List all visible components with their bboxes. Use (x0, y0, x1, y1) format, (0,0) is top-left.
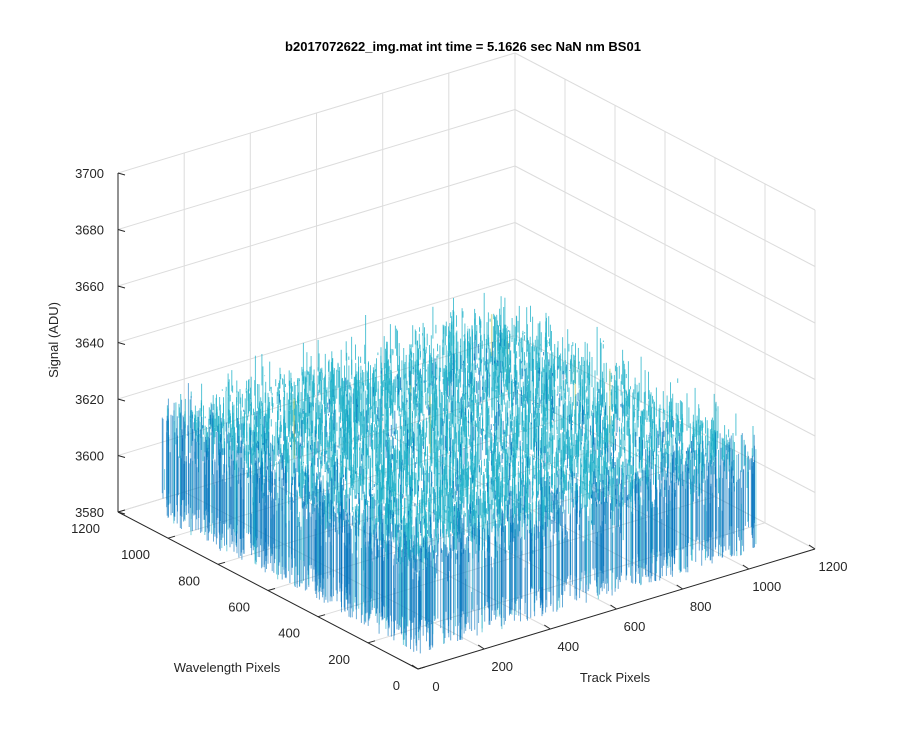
back-grid-line (117, 278, 516, 400)
back-grid-line (514, 278, 816, 437)
back-grid-line (117, 222, 516, 343)
back-grid-line (117, 52, 516, 174)
back-grid-line (514, 165, 816, 324)
signal-surface (161, 292, 757, 654)
back-grid-line (514, 109, 816, 267)
back-grid-line (117, 109, 516, 230)
back-grid-line (117, 165, 516, 287)
back-grid-line (514, 52, 816, 211)
chart-title: b2017072622_img.mat int time = 5.1626 se… (285, 39, 641, 54)
back-grid-line (514, 222, 816, 380)
